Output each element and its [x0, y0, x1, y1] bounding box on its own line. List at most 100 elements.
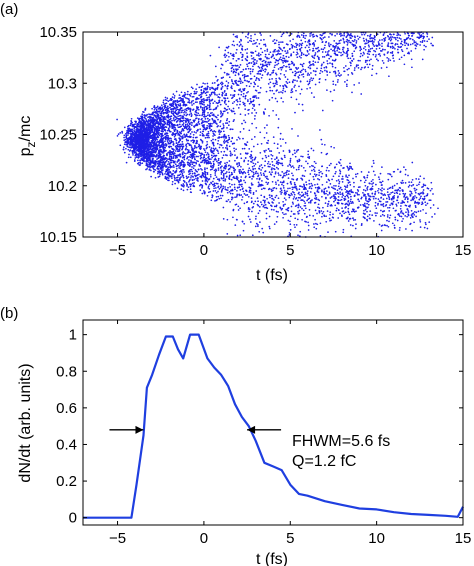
- scatter-point: [298, 191, 300, 194]
- scatter-point: [221, 170, 223, 173]
- scatter-point: [333, 49, 336, 51]
- scatter-point: [308, 39, 311, 41]
- scatter-point: [353, 84, 356, 86]
- scatter-point: [243, 222, 246, 225]
- scatter-point: [254, 163, 257, 165]
- scatter-point: [381, 42, 383, 45]
- scatter-point: [209, 102, 211, 105]
- scatter-point: [258, 183, 261, 186]
- scatter-point: [247, 41, 249, 44]
- scatter-point: [329, 197, 332, 199]
- scatter-point: [161, 159, 163, 162]
- scatter-point: [285, 86, 288, 89]
- scatter-point: [236, 139, 238, 141]
- scatter-point: [153, 106, 156, 109]
- scatter-point: [174, 128, 177, 131]
- scatter-point: [261, 74, 264, 76]
- scatter-point: [389, 59, 392, 62]
- scatter-point: [207, 122, 210, 125]
- scatter-point: [216, 94, 218, 96]
- scatter-point: [170, 108, 172, 111]
- scatter-point: [381, 39, 383, 41]
- scatter-point: [187, 135, 189, 138]
- scatter-point: [274, 171, 277, 173]
- scatter-point: [321, 38, 323, 41]
- scatter-point: [192, 185, 195, 188]
- scatter-point: [278, 152, 281, 154]
- scatter-point: [355, 65, 358, 68]
- scatter-point: [260, 164, 263, 166]
- scatter-point: [244, 114, 247, 116]
- scatter-point: [217, 114, 219, 117]
- scatter-point: [224, 97, 227, 100]
- scatter-point: [269, 81, 272, 84]
- scatter-point: [167, 123, 170, 126]
- scatter-point: [293, 45, 296, 48]
- scatter-point: [199, 105, 202, 108]
- scatter-point: [424, 184, 427, 187]
- scatter-point: [349, 193, 351, 196]
- scatter-point: [219, 120, 222, 122]
- scatter-point: [275, 81, 278, 84]
- scatter-point: [292, 166, 295, 169]
- scatter-point: [249, 100, 252, 103]
- scatter-point: [421, 40, 424, 42]
- scatter-point: [131, 130, 133, 133]
- scatter-point: [166, 112, 168, 114]
- scatter-point: [334, 72, 337, 75]
- scatter-point: [280, 189, 283, 192]
- scatter-point: [335, 185, 337, 187]
- scatter-point: [223, 71, 226, 74]
- scatter-point: [160, 115, 163, 118]
- scatter-point: [378, 47, 381, 50]
- scatter-point: [308, 156, 311, 158]
- scatter-point: [348, 213, 351, 216]
- scatter-point: [220, 191, 223, 193]
- scatter-point: [182, 99, 185, 102]
- scatter-point: [153, 138, 156, 141]
- scatter-point: [238, 170, 241, 173]
- scatter-point: [144, 130, 147, 133]
- scatter-point: [326, 190, 328, 192]
- scatter-point: [386, 219, 388, 222]
- scatter-point: [343, 199, 346, 202]
- scatter-point: [300, 88, 303, 91]
- scatter-point: [125, 147, 127, 150]
- scatter-point: [237, 93, 240, 96]
- scatter-point: [166, 132, 168, 135]
- scatter-point: [191, 95, 194, 98]
- scatter-point: [231, 183, 233, 186]
- scatter-point: [223, 91, 226, 93]
- scatter-point: [227, 59, 229, 62]
- scatter-point: [219, 194, 222, 197]
- scatter-point: [241, 220, 244, 223]
- scatter-point: [241, 49, 244, 51]
- scatter-point: [357, 59, 360, 62]
- scatter-point: [225, 94, 228, 97]
- scatter-point: [127, 142, 130, 145]
- scatter-point: [423, 226, 426, 229]
- scatter-point: [403, 196, 405, 198]
- scatter-point: [212, 143, 215, 146]
- scatter-point: [397, 201, 400, 204]
- scatter-point: [283, 154, 286, 157]
- scatter-point: [250, 55, 253, 57]
- scatter-point: [360, 52, 362, 55]
- scatter-point: [333, 197, 336, 200]
- scatter-point: [318, 81, 321, 84]
- scatter-point: [214, 174, 217, 176]
- scatter-point: [217, 130, 220, 133]
- scatter-point: [240, 176, 243, 178]
- scatter-point: [149, 134, 151, 136]
- scatter-point: [308, 183, 311, 185]
- scatter-point: [319, 69, 322, 72]
- scatter-point: [221, 99, 223, 102]
- scatter-point: [263, 150, 266, 152]
- scatter-point: [226, 122, 229, 124]
- scatter-point: [174, 118, 177, 121]
- scatter-point: [170, 161, 173, 164]
- scatter-point: [339, 170, 342, 173]
- scatter-point: [336, 189, 339, 192]
- scatter-point: [292, 203, 294, 205]
- scatter-point: [159, 123, 162, 126]
